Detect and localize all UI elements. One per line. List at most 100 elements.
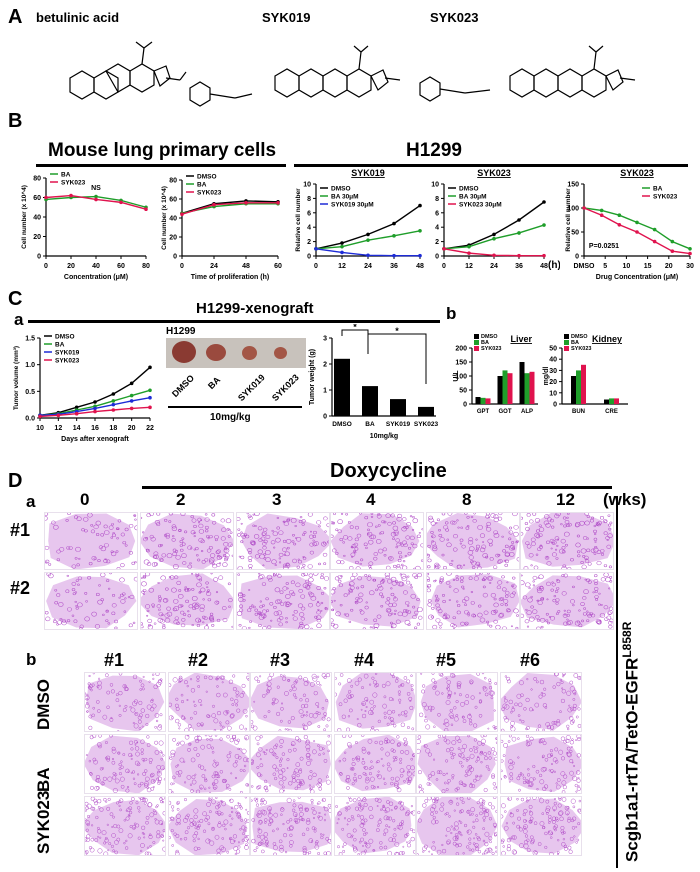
x-tick-label: 0 xyxy=(180,263,184,270)
legend-label: SYK023 xyxy=(571,346,592,352)
histology-image xyxy=(500,734,582,794)
bar-gpt-ba xyxy=(480,397,486,404)
x-axis-label: Concentration (μM) xyxy=(64,274,128,281)
histology-image xyxy=(168,734,250,794)
data-point xyxy=(492,253,496,258)
histology-image xyxy=(44,572,138,630)
y-axis-label: Tumor weight (g) xyxy=(309,349,316,405)
mouse-column-label: #1 xyxy=(104,650,125,670)
legend-label: BA xyxy=(653,186,663,193)
legend-label: BA xyxy=(571,340,579,346)
legend-label: SYK023 xyxy=(653,194,678,201)
y-tick-label: 10 xyxy=(549,390,557,397)
y-tick-label: 10 xyxy=(303,182,311,189)
data-point xyxy=(392,253,396,258)
legend-label: SYK023 xyxy=(61,180,86,187)
bar-dmso xyxy=(334,358,350,416)
bar-got-syk023 xyxy=(507,373,513,404)
data-point xyxy=(418,229,422,233)
data-point xyxy=(688,251,692,256)
y-tick-label: 0 xyxy=(323,414,327,421)
data-point xyxy=(492,236,496,241)
y-tick-label: 8 xyxy=(435,196,439,203)
data-point xyxy=(148,388,152,393)
histology-image xyxy=(500,796,582,856)
histology-image xyxy=(250,734,332,794)
histology-image xyxy=(520,572,614,630)
legend-label: DMSO xyxy=(331,186,351,193)
x-tick-label: 48 xyxy=(416,263,424,270)
legend-swatch xyxy=(474,334,479,339)
mouse-column-label: #3 xyxy=(270,650,291,670)
x-tick-label: 12 xyxy=(54,425,62,432)
data-point xyxy=(542,200,546,204)
chart-title: SYK023 xyxy=(620,168,654,178)
data-point xyxy=(314,247,318,251)
x-axis-unit: (h) xyxy=(548,260,560,271)
x-tick-label: SYK023 xyxy=(414,421,439,428)
treatment-row-label: BA xyxy=(34,767,53,792)
series-line-dmso xyxy=(443,201,545,250)
chart-title: SYK023 xyxy=(477,168,511,178)
data-point xyxy=(129,406,134,411)
data-point xyxy=(418,253,422,258)
bar-syk023 xyxy=(418,406,434,416)
data-point xyxy=(180,212,184,216)
week-label: 0 xyxy=(80,490,90,509)
data-point xyxy=(148,395,152,400)
x-tick-label: 24 xyxy=(364,263,372,270)
data-point xyxy=(670,249,675,253)
x-tick-label: 36 xyxy=(390,263,398,270)
photo-background xyxy=(166,338,306,368)
histology-image xyxy=(334,796,416,856)
histology-image xyxy=(236,512,330,570)
bar-alp-dmso xyxy=(519,362,525,404)
data-point xyxy=(340,250,344,255)
panel-b-right-title: H1299 xyxy=(406,140,462,161)
x-tick-label: 24 xyxy=(490,263,498,270)
data-point xyxy=(366,232,370,237)
y-tick-label: 50 xyxy=(549,346,557,353)
histology-image xyxy=(416,796,498,856)
y-tick-label: 0.0 xyxy=(25,416,35,423)
data-point xyxy=(542,253,546,258)
x-tick-label: GOT xyxy=(499,409,512,415)
x-tick-label: 20 xyxy=(67,263,75,270)
bar-bun-syk023 xyxy=(581,364,586,404)
data-point xyxy=(392,221,396,226)
y-tick-label: 3 xyxy=(323,336,327,343)
data-point xyxy=(94,194,98,199)
photo-group-label: BA xyxy=(206,374,223,392)
y-tick-label: 6 xyxy=(307,210,311,217)
data-point xyxy=(129,399,134,403)
compound-name-syk019: SYK019 xyxy=(262,10,311,25)
histology-image xyxy=(44,512,138,570)
data-point xyxy=(635,230,639,234)
bar-cre-syk023 xyxy=(614,398,619,404)
legend-label: BA xyxy=(61,172,71,179)
histology-image xyxy=(84,734,166,794)
sig-bracket xyxy=(367,333,427,384)
x-axis-label: 10mg/kg xyxy=(370,433,398,440)
bar-cre-dmso xyxy=(604,399,609,404)
x-tick-label: 12 xyxy=(465,263,473,270)
x-tick-label: ALP xyxy=(521,409,533,415)
legend-label: DMSO xyxy=(481,334,498,340)
chart-tumor-weight: 0 1 2 3 Tumor weight (g) DMSO BA SYK019 SYK023 10… xyxy=(309,324,439,440)
y-tick-label: 0 xyxy=(463,402,467,409)
weeks-unit: (wks) xyxy=(603,490,647,509)
data-point xyxy=(617,223,622,227)
data-point xyxy=(442,247,446,251)
panel-ca-letter: a xyxy=(14,310,24,329)
data-point xyxy=(111,408,116,412)
chart-title: Liver xyxy=(510,334,532,344)
chemical-structures xyxy=(69,41,636,107)
bar-syk019 xyxy=(390,399,406,416)
legend-swatch xyxy=(564,334,569,339)
histology-image xyxy=(140,572,234,630)
structure-syk019 xyxy=(189,45,401,107)
mouse-column-label: #5 xyxy=(436,650,457,670)
histology-image xyxy=(334,672,416,732)
bar-alp-ba xyxy=(524,373,530,404)
